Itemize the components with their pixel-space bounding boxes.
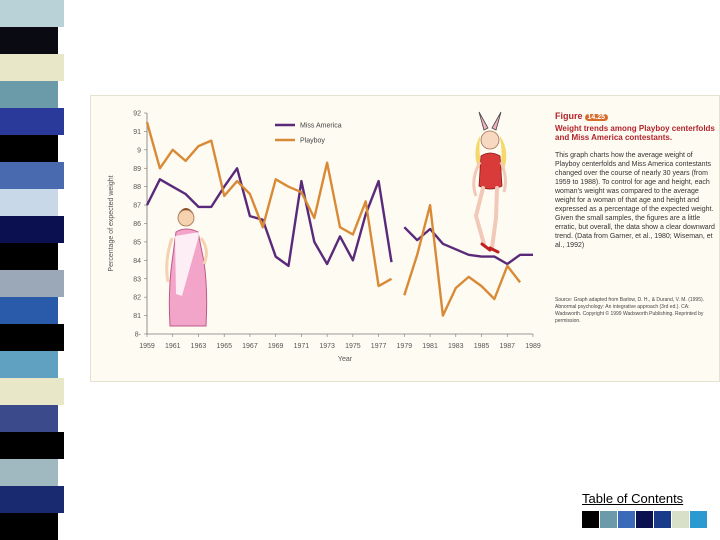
y-axis-label: Percentage of expected weight [108,175,115,271]
x-tick-label: 1963 [191,343,207,350]
y-tick-label: 84 [133,258,141,265]
strip-block [0,108,64,135]
x-tick-label: 1987 [499,343,515,350]
x-tick-label: 1989 [525,343,541,350]
y-tick-label: 82 [133,295,141,302]
strip-block [0,324,64,351]
figure-source: Source: Graph adapted from Barlow, D. H.… [555,297,705,324]
x-tick-label: 1983 [448,343,464,350]
series-line [403,226,533,266]
legend-label: Miss America [300,123,342,130]
x-tick-label: 1985 [474,343,490,350]
strip-block [0,27,58,54]
x-tick-label: 1967 [242,343,258,350]
x-tick-label: 1965 [216,343,232,350]
series-line [403,203,522,317]
y-tick-label: 85 [133,239,141,246]
y-tick-label: 91 [133,129,141,136]
strip-block [0,243,58,270]
y-tick-label: 92 [133,111,141,118]
strip-block [0,432,64,459]
x-tick-label: 1973 [319,343,335,350]
table-of-contents-link[interactable]: Table of Contents [582,491,684,506]
nav-swatch [582,511,599,528]
strip-block [0,486,64,513]
playboy-bunny-illustration [472,111,507,254]
y-tick-label: 88 [133,184,141,191]
figure-label: Figure 14.25 [555,111,715,121]
x-tick-label: 1977 [371,343,387,350]
figure-number-badge: 14.25 [584,114,609,121]
decorative-left-strip [0,0,64,540]
figure-label-text: Figure [555,111,583,121]
strip-block [0,459,58,486]
strip-block [0,297,58,324]
x-tick-label: 1979 [397,343,413,350]
strip-block [0,351,58,378]
nav-swatch [672,511,689,528]
y-tick-label: 8- [135,332,142,339]
y-tick-label: 86 [133,221,141,228]
x-tick-label: 1959 [139,343,155,350]
strip-block [0,189,58,216]
strip-block [0,162,64,189]
strip-block [0,513,58,540]
strip-block [0,270,64,297]
legend-label: Playboy [300,138,325,145]
nav-swatch [636,511,653,528]
strip-block [0,135,58,162]
series-line [145,121,393,288]
series-line [145,167,393,268]
strip-block [0,81,58,108]
x-tick-label: 1975 [345,343,361,350]
figure-caption: This graph charts how the average weight… [555,152,715,249]
y-tick-label: 83 [133,276,141,283]
x-axis-label: Year [338,356,353,363]
x-tick-label: 1969 [268,343,284,350]
y-tick-label: 89 [133,166,141,173]
strip-block [0,378,64,405]
y-tick-label: 9 [137,147,141,154]
y-tick-label: 81 [133,313,141,320]
strip-block [0,0,64,27]
nav-swatch [618,511,635,528]
strip-block [0,54,64,81]
figure-title: Weight trends among Playboy centerfolds … [555,124,715,142]
nav-swatch [600,511,617,528]
x-tick-label: 1961 [165,343,181,350]
x-tick-label: 1981 [422,343,438,350]
miss-america-illustration [165,208,208,327]
strip-block [0,405,58,432]
x-tick-label: 1971 [294,343,310,350]
nav-swatch [654,511,671,528]
y-tick-label: 87 [133,203,141,210]
nav-swatch [690,511,707,528]
strip-block [0,216,64,243]
